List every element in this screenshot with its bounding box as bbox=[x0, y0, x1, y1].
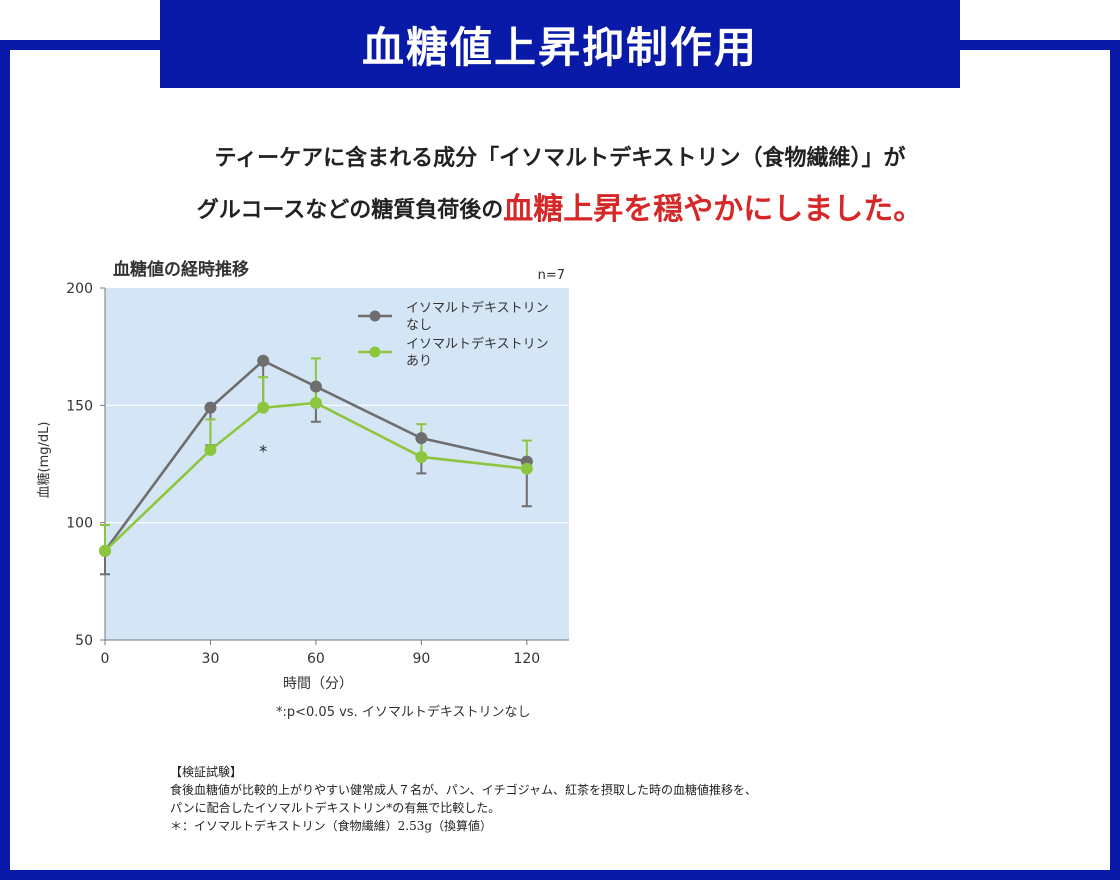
x-tick-label: 120 bbox=[513, 651, 540, 667]
data-point bbox=[309, 396, 322, 409]
notes-line-2: パンに配合したイソマルトデキストリン*の有無で比較した。 bbox=[170, 801, 501, 815]
data-point bbox=[520, 462, 533, 475]
data-point bbox=[204, 443, 217, 456]
data-point bbox=[415, 450, 428, 463]
sample-size-note: n=7 bbox=[538, 268, 565, 283]
data-point bbox=[204, 401, 217, 414]
y-axis-label: 血糖(mg/dL) bbox=[36, 422, 52, 499]
data-point bbox=[415, 432, 428, 445]
significance-note: *:p<0.05 vs. イソマルトデキストリンなし bbox=[276, 704, 530, 720]
legend-marker bbox=[369, 346, 381, 358]
study-notes: 【検証試験】 食後血糖値が比較的上がりやすい健常成人７名が、パン、イチゴジャム、… bbox=[170, 763, 757, 835]
series-line bbox=[104, 401, 527, 552]
headline-line-1: ティーケアに含まれる成分「イソマルトデキストリン（食物繊維）」が bbox=[214, 146, 906, 171]
x-tick-label: 0 bbox=[101, 651, 110, 667]
legend-label: あり bbox=[406, 354, 432, 369]
series-line bbox=[103, 359, 528, 552]
notes-heading: 【検証試験】 bbox=[170, 765, 243, 779]
chart-title: 血糖値の経時推移 bbox=[113, 260, 249, 280]
legend-marker bbox=[369, 310, 381, 322]
data-point bbox=[309, 380, 322, 393]
headline-emphasis: 血糖上昇を穏やかにしました。 bbox=[503, 192, 924, 227]
data-point bbox=[257, 354, 270, 367]
title-banner: 血糖値上昇抑制作用 bbox=[160, 0, 960, 88]
headline-line-2: グルコースなどの糖質負荷後の血糖上昇を穏やかにしました。 bbox=[0, 184, 1120, 228]
x-tick-label: 60 bbox=[307, 651, 325, 667]
x-tick-label: 30 bbox=[202, 651, 220, 667]
y-tick-label: 150 bbox=[66, 398, 93, 414]
significance-marker: * bbox=[259, 441, 267, 460]
legend-label: なし bbox=[406, 318, 432, 333]
headline-line-2-prefix: グルコースなどの糖質負荷後の bbox=[196, 198, 504, 223]
legend-label: イソマルトデキストリン bbox=[406, 336, 549, 352]
y-tick-label: 100 bbox=[66, 516, 93, 532]
data-point bbox=[99, 544, 111, 557]
x-tick-label: 90 bbox=[412, 651, 430, 667]
y-tick-label: 50 bbox=[75, 633, 93, 649]
notes-line-1: 食後血糖値が比較的上がりやすい健常成人７名が、パン、イチゴジャム、紅茶を摂取した… bbox=[170, 783, 758, 797]
data-point bbox=[257, 401, 270, 414]
legend-label: イソマルトデキストリン bbox=[406, 300, 549, 316]
notes-line-3: ＊：イソマルトデキストリン（食物繊維）2.53g（換算値） bbox=[170, 819, 493, 833]
x-axis-label: 時間（分） bbox=[283, 676, 353, 692]
y-tick-label: 200 bbox=[66, 281, 93, 297]
banner-title: 血糖値上昇抑制作用 bbox=[361, 22, 758, 72]
